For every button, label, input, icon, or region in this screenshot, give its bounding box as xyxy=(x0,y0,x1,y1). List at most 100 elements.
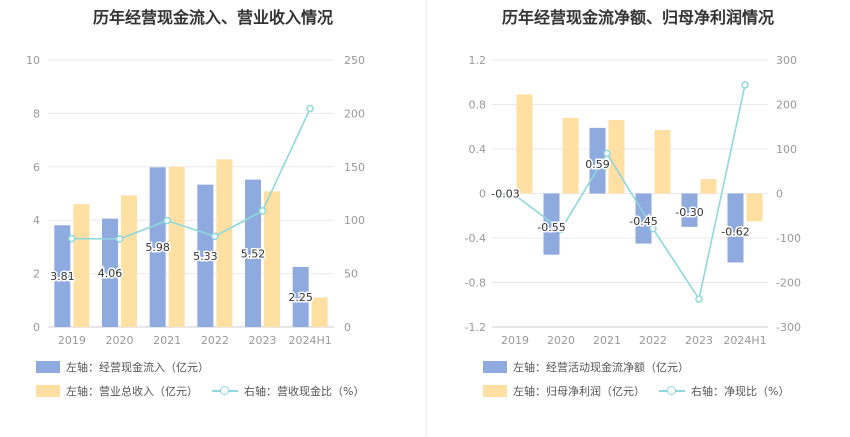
net-cash-flow-profit-panel: 历年经营现金流净额、归母净利润情况 -1.2 -0.8 -0.4 0 0.4 0.8 1.2… xyxy=(426,0,850,437)
bar-secondary xyxy=(216,159,233,327)
ratio-point xyxy=(695,295,703,303)
x-tick-label: 2024H1 xyxy=(723,334,766,347)
legend-swatch-yellow xyxy=(36,385,60,397)
bar-primary xyxy=(54,225,71,327)
legend-item-bar2[interactable]: 左轴：营业总收入（亿元） xyxy=(36,383,198,399)
bar-secondary xyxy=(608,120,625,194)
data-label: -0.03 xyxy=(491,188,519,201)
y-right-tick-label: 150 xyxy=(344,161,365,174)
ratio-point xyxy=(557,225,565,234)
net-cash-flow-profit-chart: -1.2 -0.8 -0.4 0 0.4 0.8 1.2 -300 -200 -100 0 100 20… xyxy=(465,54,801,347)
bar-primary xyxy=(197,184,214,327)
legend-label: 左轴：经营活动现金流净额（亿元） xyxy=(513,361,689,374)
x-tick-label: 2022 xyxy=(201,334,229,347)
data-label: -0.62 xyxy=(721,225,749,238)
data-label: 0.59 xyxy=(585,158,610,171)
y-left-tick-label: 8 xyxy=(33,107,40,120)
ratio-point xyxy=(258,207,267,215)
bar-primary xyxy=(681,193,698,227)
y-right-tick-label: 300 xyxy=(776,54,797,67)
data-label: -0.55 xyxy=(537,221,565,234)
y-right-tick-label: 200 xyxy=(344,107,365,120)
x-tick-label: 2019 xyxy=(501,334,529,347)
y-right-tick-label: 100 xyxy=(776,143,797,156)
y-right-tick-label: 50 xyxy=(344,268,358,281)
y-left-tick-label: 0.4 xyxy=(469,143,487,156)
y-right-tick-label: 200 xyxy=(776,99,797,112)
legend-label: 左轴：经营现金流入（亿元） xyxy=(66,361,209,374)
x-tick-label: 2021 xyxy=(593,334,621,347)
x-tick-label: 2024H1 xyxy=(289,334,332,347)
y-left-tick-label: -0.8 xyxy=(465,277,486,290)
data-label: 3.81 xyxy=(50,270,75,283)
data-label: 5.52 xyxy=(241,247,266,260)
y-left-tick-label: 0 xyxy=(33,321,40,334)
ratio-point xyxy=(511,191,519,200)
data-label: 2.25 xyxy=(288,291,313,304)
bar-secondary xyxy=(168,166,185,327)
ratio-point xyxy=(115,235,124,243)
legend-row-2: 左轴：归母净利润（亿元） 右轴：净现比（%） xyxy=(483,383,803,399)
chart-title: 历年经营现金流净额、归母净利润情况 xyxy=(501,8,774,27)
y-left-tick-label: 4 xyxy=(33,214,40,227)
bar-primary xyxy=(245,179,261,327)
bar-secondary xyxy=(562,117,579,194)
ratio-line xyxy=(71,108,311,240)
y-left-tick-label: -1.2 xyxy=(465,321,486,334)
legend-item-bar1[interactable]: 左轴：经营活动现金流净额（亿元） xyxy=(483,359,689,375)
bar-secondary xyxy=(700,179,717,194)
y-left-tick-label: 0 xyxy=(479,188,486,201)
legend-item-bar2[interactable]: 左轴：归母净利润（亿元） xyxy=(483,383,645,399)
legend-item-line[interactable]: 右轴：营收现金比（%） xyxy=(212,383,364,399)
legend-label: 右轴：营收现金比（%） xyxy=(244,385,365,398)
legend-label: 左轴：归母净利润（亿元） xyxy=(513,385,645,398)
data-label: 5.33 xyxy=(193,250,218,263)
ratio-point xyxy=(649,224,657,233)
bar-secondary xyxy=(516,94,533,194)
bar-primary xyxy=(149,167,166,327)
legend-swatch-blue xyxy=(36,361,60,373)
y-right-tick-label: 100 xyxy=(344,214,365,227)
ratio-point xyxy=(741,81,749,89)
ratio-line xyxy=(514,84,746,302)
y-left-tick-label: 1.2 xyxy=(469,54,487,67)
ratio-point xyxy=(68,234,76,243)
bar-primary xyxy=(727,193,744,263)
bar-primary xyxy=(497,193,514,197)
bar-secondary xyxy=(311,297,328,327)
legend-swatch-blue xyxy=(483,361,507,373)
data-label: -0.30 xyxy=(675,206,703,219)
panel-divider xyxy=(426,0,427,437)
legend-row-1: 左轴：经营现金流入（亿元） xyxy=(36,359,223,375)
x-tick-label: 2022 xyxy=(639,334,667,347)
data-label: -0.45 xyxy=(629,215,657,228)
legend-item-line[interactable]: 右轴：净现比（%） xyxy=(659,383,789,399)
bar-secondary xyxy=(121,195,137,327)
x-tick-label: 2021 xyxy=(153,334,181,347)
legend-row-2: 左轴：营业总收入（亿元） 右轴：营收现金比（%） xyxy=(36,383,378,399)
bar-secondary xyxy=(73,204,90,327)
x-tick-label: 2020 xyxy=(106,334,134,347)
y-right-tick-label: 250 xyxy=(344,54,365,67)
ratio-point xyxy=(163,216,171,225)
legend-row-1: 左轴：经营活动现金流净额（亿元） xyxy=(483,359,703,375)
x-tick-label: 2020 xyxy=(547,334,575,347)
legend-swatch-line xyxy=(659,385,685,397)
y-left-tick-label: -0.4 xyxy=(465,232,486,245)
bar-secondary xyxy=(654,130,671,194)
data-label: 4.06 xyxy=(98,267,123,280)
bar-primary xyxy=(543,193,560,255)
ratio-point xyxy=(306,104,314,113)
y-left-tick-label: 10 xyxy=(26,54,40,67)
bar-primary xyxy=(102,218,118,327)
legend-item-bar1[interactable]: 左轴：经营现金流入（亿元） xyxy=(36,359,209,375)
y-right-tick-label: -200 xyxy=(776,277,801,290)
x-tick-label: 2023 xyxy=(249,334,277,347)
legend-swatch-line xyxy=(212,385,238,397)
legend-swatch-yellow xyxy=(483,385,507,397)
x-tick-label: 2019 xyxy=(58,334,86,347)
legend-label: 右轴：净现比（%） xyxy=(691,385,790,398)
y-left-tick-label: 0.8 xyxy=(469,99,487,112)
legend-label: 左轴：营业总收入（亿元） xyxy=(66,385,198,398)
